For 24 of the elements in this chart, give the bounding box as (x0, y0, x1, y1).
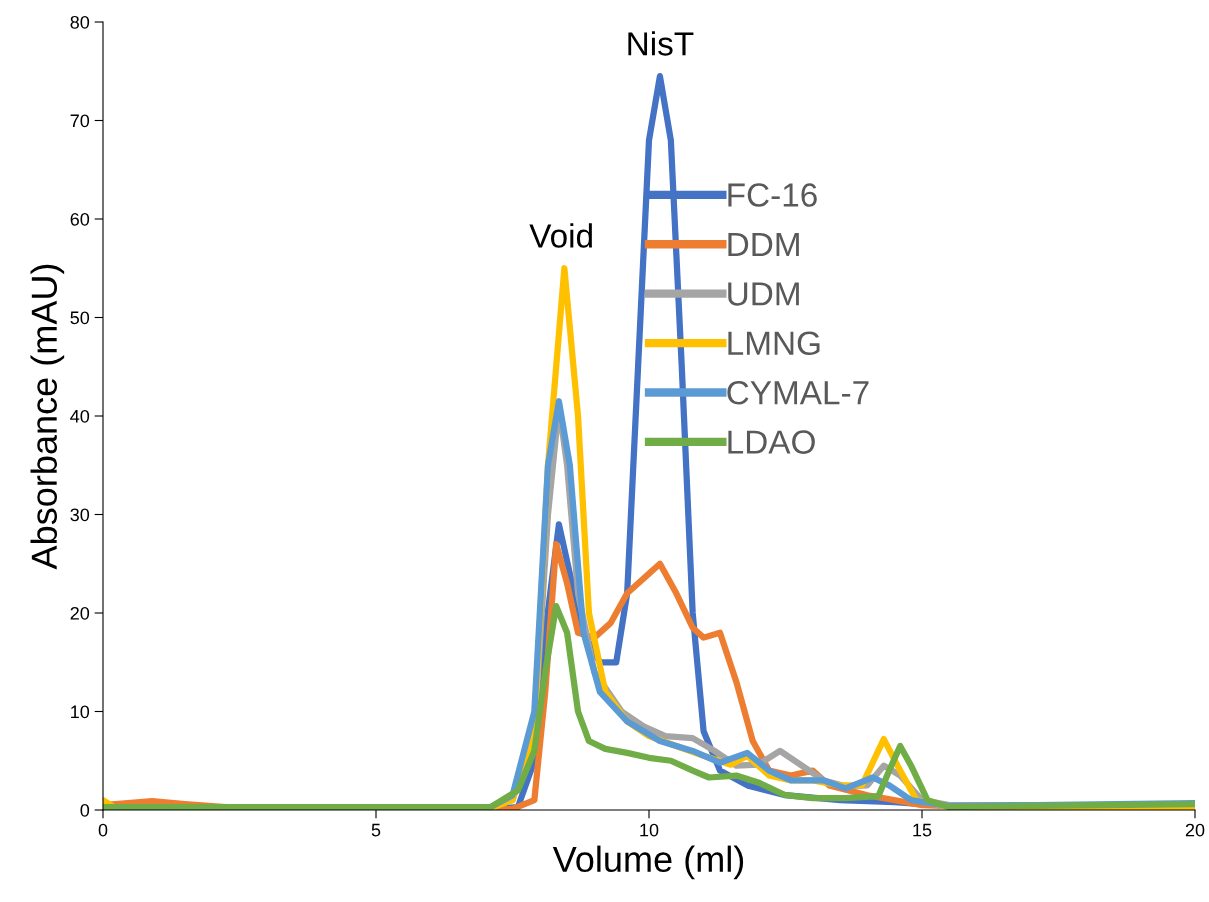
x-tick-label: 5 (371, 823, 381, 837)
y-tick-label: 30 (70, 508, 90, 522)
y-tick-label: 40 (70, 409, 90, 423)
legend-label: FC-16 (728, 183, 817, 207)
x-tick-label: 20 (1185, 823, 1205, 837)
y-tick-label: 0 (80, 803, 90, 817)
y-tick-label: 60 (70, 212, 90, 226)
x-tick-label: 10 (640, 823, 659, 837)
legend-label: DDM (728, 233, 799, 256)
y-tick-label: 50 (70, 311, 90, 325)
x-tick-label: 15 (913, 823, 932, 837)
x-axis-title: Volume (ml) (552, 845, 744, 880)
y-axis-title: Absorbance (mAU) (30, 264, 65, 570)
legend-label: UDM (728, 282, 799, 306)
y-tick-label: 70 (70, 114, 90, 128)
y-tick-label: 20 (70, 606, 90, 620)
legend-label: LDAO (728, 430, 815, 454)
annotation: Void (529, 223, 592, 248)
annotation: NisT (628, 31, 694, 56)
legend-label: LMNG (728, 331, 820, 356)
y-tick-label: 10 (71, 705, 90, 719)
legend-label: CYMAL-7 (727, 380, 869, 405)
x-tick-label: 0 (98, 823, 108, 837)
y-tick-label: 80 (70, 15, 90, 29)
